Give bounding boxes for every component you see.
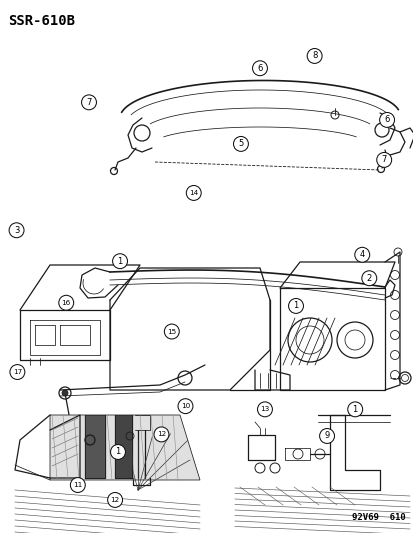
Circle shape [9, 223, 24, 238]
Text: 9: 9 [324, 432, 329, 440]
Circle shape [164, 324, 179, 339]
Text: 2: 2 [366, 274, 371, 282]
Text: 12: 12 [110, 497, 119, 503]
Circle shape [112, 254, 127, 269]
Circle shape [252, 61, 267, 76]
Circle shape [354, 247, 369, 262]
Polygon shape [50, 415, 199, 480]
Text: 17: 17 [13, 369, 22, 375]
Text: 6: 6 [384, 116, 389, 124]
Circle shape [257, 402, 272, 417]
Text: 13: 13 [260, 406, 269, 413]
Text: 92V69  610: 92V69 610 [351, 513, 405, 522]
Text: 6: 6 [257, 64, 262, 72]
Circle shape [81, 95, 96, 110]
Text: 14: 14 [189, 190, 198, 196]
Circle shape [178, 399, 192, 414]
Text: 5: 5 [238, 140, 243, 148]
Circle shape [70, 478, 85, 492]
Text: SSR-610B: SSR-610B [8, 14, 75, 28]
Text: 1: 1 [115, 448, 120, 456]
Text: 1: 1 [117, 257, 122, 265]
Polygon shape [115, 415, 132, 478]
Circle shape [361, 271, 376, 286]
Polygon shape [85, 415, 105, 478]
Text: 11: 11 [73, 482, 82, 488]
Text: 12: 12 [157, 431, 166, 438]
Circle shape [62, 390, 68, 396]
Circle shape [110, 445, 125, 459]
Text: 1: 1 [352, 405, 357, 414]
Circle shape [10, 365, 25, 379]
Circle shape [107, 492, 122, 507]
Text: 8: 8 [311, 52, 316, 60]
Circle shape [379, 112, 394, 127]
Text: 7: 7 [86, 98, 91, 107]
Text: 7: 7 [381, 156, 386, 164]
Circle shape [376, 152, 391, 167]
Text: 16: 16 [62, 300, 71, 306]
Text: 15: 15 [167, 328, 176, 335]
Text: 1: 1 [293, 302, 298, 310]
Circle shape [288, 298, 303, 313]
Circle shape [306, 49, 321, 63]
Circle shape [319, 429, 334, 443]
Circle shape [233, 136, 248, 151]
Circle shape [59, 295, 74, 310]
Circle shape [154, 427, 169, 442]
Circle shape [347, 402, 362, 417]
Circle shape [186, 185, 201, 200]
Text: 3: 3 [14, 226, 19, 235]
Text: 10: 10 [180, 403, 190, 409]
Text: 4: 4 [359, 251, 364, 259]
